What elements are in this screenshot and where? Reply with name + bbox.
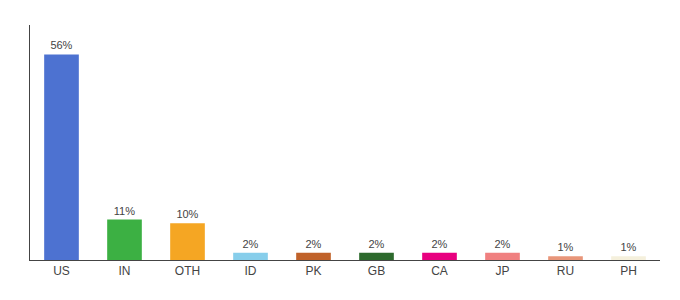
- svg-text:OTH: OTH: [175, 264, 200, 278]
- svg-text:2%: 2%: [431, 238, 447, 250]
- svg-text:US: US: [53, 264, 70, 278]
- svg-text:GB: GB: [368, 264, 385, 278]
- svg-text:1%: 1%: [557, 241, 573, 253]
- svg-text:2%: 2%: [494, 238, 510, 250]
- svg-text:10%: 10%: [176, 208, 198, 220]
- svg-text:IN: IN: [119, 264, 131, 278]
- svg-text:PH: PH: [620, 264, 637, 278]
- svg-text:ID: ID: [245, 264, 257, 278]
- svg-text:CA: CA: [431, 264, 448, 278]
- svg-text:2%: 2%: [368, 238, 384, 250]
- svg-text:PK: PK: [305, 264, 321, 278]
- svg-text:11%: 11%: [114, 205, 135, 217]
- svg-text:56%: 56%: [50, 39, 72, 51]
- svg-text:RU: RU: [557, 264, 574, 278]
- svg-text:2%: 2%: [242, 238, 258, 250]
- svg-text:2%: 2%: [305, 238, 321, 250]
- svg-text:JP: JP: [495, 264, 509, 278]
- svg-text:1%: 1%: [620, 241, 636, 253]
